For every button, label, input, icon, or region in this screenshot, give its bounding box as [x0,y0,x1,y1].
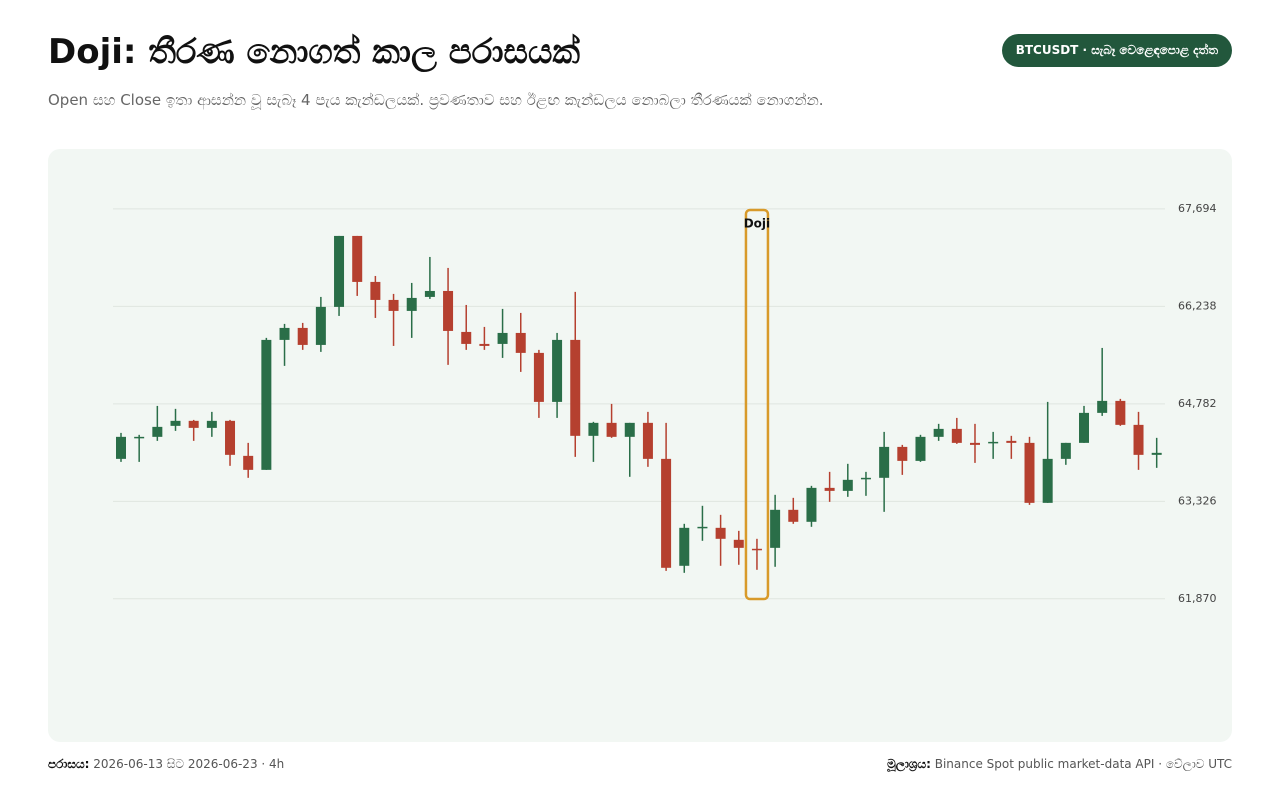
footer-source: මූලාශ්‍රය: Binance Spot public market-da… [887,757,1232,772]
candle-body [443,290,454,331]
candle-body [188,420,199,428]
candle-body [1006,440,1017,443]
chart-card [48,149,1232,742]
range-label: පරාසය: [48,757,90,771]
candle-body [679,527,690,566]
candle-body [879,446,890,478]
candle-body [116,436,126,459]
candle-body [424,290,435,297]
candle-body [1133,424,1144,455]
candle-body [152,426,163,437]
y-tick-label: 67,694 [1178,202,1217,215]
candle-body [1060,442,1071,459]
candle-body [860,477,871,480]
subtitle: Open සහ Close ඉතා ආසන්න වූ සැබෑ 4 පැය කැ… [48,91,824,109]
candle-body [315,306,326,345]
candle-body [134,436,145,439]
candle-body [352,235,363,282]
y-tick-label: 64,782 [1178,397,1217,410]
candle-body [406,297,417,311]
y-tick-label: 63,326 [1178,494,1217,507]
footer-range: පරාසය: 2026-06-13 සිට 2026-06-23 · 4h [48,757,284,772]
candle-body [388,299,399,311]
candle-body [370,281,381,300]
candle-body [733,539,744,548]
candle-body [661,458,672,568]
doji-highlight [744,208,770,601]
candle-body [533,352,544,402]
candle-body [552,339,563,402]
candle-body [243,455,254,470]
candle-body [788,509,799,522]
candle-body [334,235,345,307]
candle-body [297,327,308,345]
candle-body [951,428,962,443]
candle-body [842,479,853,491]
title: Doji: තීරණ නොගත් කාල පරාසයක් [48,32,581,72]
candle-body [824,487,835,491]
candle-body [206,420,217,428]
candle-body [1097,400,1108,413]
candle-body [570,339,581,436]
candle-body [515,332,526,353]
candle-body [751,548,762,551]
candle-body [624,422,635,437]
candle-body [806,487,817,522]
candle-body [1115,400,1126,425]
candle-body [170,420,181,426]
candle-body [969,442,980,445]
badge: BTCUSDT · සැබෑ වෙළෙඳපොළ දත්ත [1001,34,1232,67]
range: 2026-06-13 සිට 2026-06-23 · 4h [93,757,285,771]
source: Binance Spot public market-data API · වේ… [934,757,1232,771]
candle-body [915,436,926,461]
candle-body [479,343,490,346]
candle-body [697,526,708,529]
candle-body [897,446,908,461]
candle-body [461,331,472,344]
candle-body [279,327,290,340]
candle-body [1024,442,1035,503]
candle-body [770,509,781,548]
candle-body [497,332,508,344]
y-tick-label: 66,238 [1178,299,1217,312]
candle-body [715,527,726,539]
candle-body [933,428,944,437]
candle-body [988,441,999,444]
candle-body [642,422,653,459]
candle-body [1079,412,1090,443]
source-label: මූලාශ්‍රය: [887,757,931,771]
annotation: Doji [744,217,770,231]
candle-body [1042,458,1053,503]
candle-body [588,422,599,436]
y-tick-label: 61,870 [1178,592,1217,605]
candle-body [1151,452,1162,455]
candle-body [606,422,617,437]
candle-body [225,420,236,455]
candle-body [261,339,272,470]
